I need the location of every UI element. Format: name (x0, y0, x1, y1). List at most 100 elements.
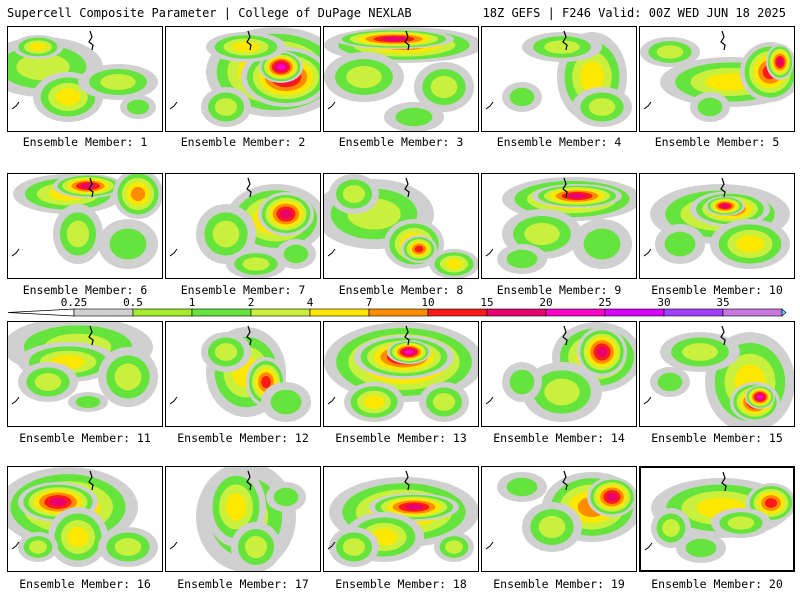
scp-contour-shading (662, 519, 680, 537)
coastline-outline (404, 470, 410, 491)
coastline-outline (643, 396, 652, 405)
scp-contour-shading (114, 538, 142, 556)
colorbar-segment (722, 308, 783, 317)
scp-contour-shading (445, 258, 463, 270)
coastline-outline (720, 177, 726, 198)
scp-contour-shading (126, 99, 150, 115)
scp-contour-shading (697, 97, 723, 117)
scp-contour-shading (538, 515, 566, 539)
colorbar-tick-label: 15 (480, 296, 493, 309)
scp-contour-shading (606, 492, 618, 502)
colorbar-segment (545, 308, 606, 317)
scp-forecast-map (643, 177, 790, 269)
scp-contour-shading (588, 98, 616, 116)
ensemble-member-label: Ensemble Member: 5 (654, 135, 780, 149)
scp-contour-shading (342, 185, 366, 203)
coastline-outline (246, 470, 252, 491)
scp-contour-shading (232, 41, 260, 53)
ensemble-member-panel[interactable] (165, 173, 321, 279)
ensemble-member-panel[interactable] (481, 26, 637, 132)
scp-contour-shading (280, 209, 292, 219)
ensemble-member-panel[interactable] (165, 321, 321, 427)
scp-forecast-map (11, 174, 162, 269)
colorbar-tick-label: 1 (189, 296, 196, 309)
ensemble-member-label: Ensemble Member: 19 (493, 577, 625, 591)
scp-forecast-map (8, 322, 158, 412)
color-scale-legend: 0.25 0.5 1 2 4 7 10 15 20 25 30 35 (8, 296, 787, 317)
colorbar-tick-label: 25 (598, 296, 611, 309)
ensemble-member-panel[interactable] (639, 26, 795, 132)
scp-contour-shading (114, 363, 142, 391)
ensemble-member-panel[interactable] (481, 321, 637, 427)
scp-contour-shading (363, 395, 385, 409)
scp-contour-shading (567, 193, 587, 199)
colorbar-segment (486, 308, 547, 317)
ensemble-member-panel[interactable] (639, 173, 795, 279)
scp-contour-shading (49, 497, 67, 507)
coastline-outline (11, 541, 20, 550)
scp-contour-shading (404, 349, 414, 355)
ensemble-member-label: Ensemble Member: 4 (496, 135, 622, 149)
colorbar-low-arrow (8, 308, 75, 317)
scp-contour-shading (242, 257, 270, 271)
scp-contour-shading (720, 203, 730, 209)
scp-contour-shading (685, 538, 717, 558)
ensemble-member-panel[interactable] (639, 321, 795, 427)
coastline-outline (404, 30, 410, 51)
scp-forecast-map (640, 30, 794, 122)
colorbar-segment (191, 308, 252, 317)
scp-forecast-map (327, 470, 478, 567)
scp-contour-shading (270, 389, 302, 415)
scp-contour-shading (432, 393, 456, 411)
ensemble-member-panel[interactable] (7, 26, 163, 132)
coastline-outline (327, 396, 336, 405)
ensemble-member-panel[interactable] (323, 26, 479, 132)
ensemble-member-label: Ensemble Member: 1 (22, 135, 148, 149)
ensemble-member-panel[interactable] (7, 321, 163, 427)
ensemble-member-label: Ensemble Member: 2 (180, 135, 306, 149)
coastline-outline (11, 101, 20, 110)
scp-contour-shading (214, 98, 238, 116)
scp-contour-shading (244, 535, 268, 559)
scp-contour-shading (656, 45, 684, 59)
ensemble-member-panel[interactable] (7, 173, 163, 279)
scp-contour-shading (273, 487, 299, 507)
ensemble-member-panel[interactable] (639, 466, 795, 572)
scp-contour-shading (544, 40, 580, 54)
coastline-outline (485, 101, 494, 110)
scp-contour-shading (596, 346, 608, 358)
scp-forecast-map (169, 177, 320, 278)
scp-forecast-map (169, 27, 320, 127)
scp-contour-shading (727, 516, 755, 530)
ensemble-member-panel[interactable] (323, 466, 479, 572)
ensemble-member-label: Ensemble Member: 12 (177, 431, 309, 445)
scp-contour-shading (34, 373, 62, 391)
ensemble-member-label: Ensemble Member: 7 (180, 283, 306, 297)
coastline-outline (327, 541, 336, 550)
coastline-outline (88, 470, 94, 491)
ensemble-member-panel[interactable] (165, 466, 321, 572)
coastline-outline (404, 177, 410, 198)
ensemble-member-panel[interactable] (481, 466, 637, 572)
ensemble-member-panel[interactable] (323, 321, 479, 427)
colorbar-segment (250, 308, 311, 317)
scp-contour-shading (664, 231, 696, 257)
scp-contour-shading (225, 493, 247, 521)
scp-forecast-map (324, 174, 478, 278)
colorbar-tick-label: 30 (657, 296, 670, 309)
scp-contour-shading (657, 372, 683, 392)
scp-contour-shading (544, 378, 580, 406)
scp-contour-shading (109, 228, 147, 260)
ensemble-member-panel[interactable] (165, 26, 321, 132)
coastline-outline (643, 248, 652, 257)
ensemble-member-panel[interactable] (7, 466, 163, 572)
colorbar-segment (368, 308, 429, 317)
coastline-outline (11, 396, 20, 405)
scp-contour-shading (777, 58, 783, 66)
ensemble-member-panel[interactable] (323, 173, 479, 279)
ensemble-member-label: Ensemble Member: 15 (651, 431, 783, 445)
ensemble-member-panel[interactable] (481, 173, 637, 279)
coastline-outline (562, 325, 568, 346)
coastline-outline (562, 177, 568, 198)
colorbar-tick-label: 10 (421, 296, 434, 309)
